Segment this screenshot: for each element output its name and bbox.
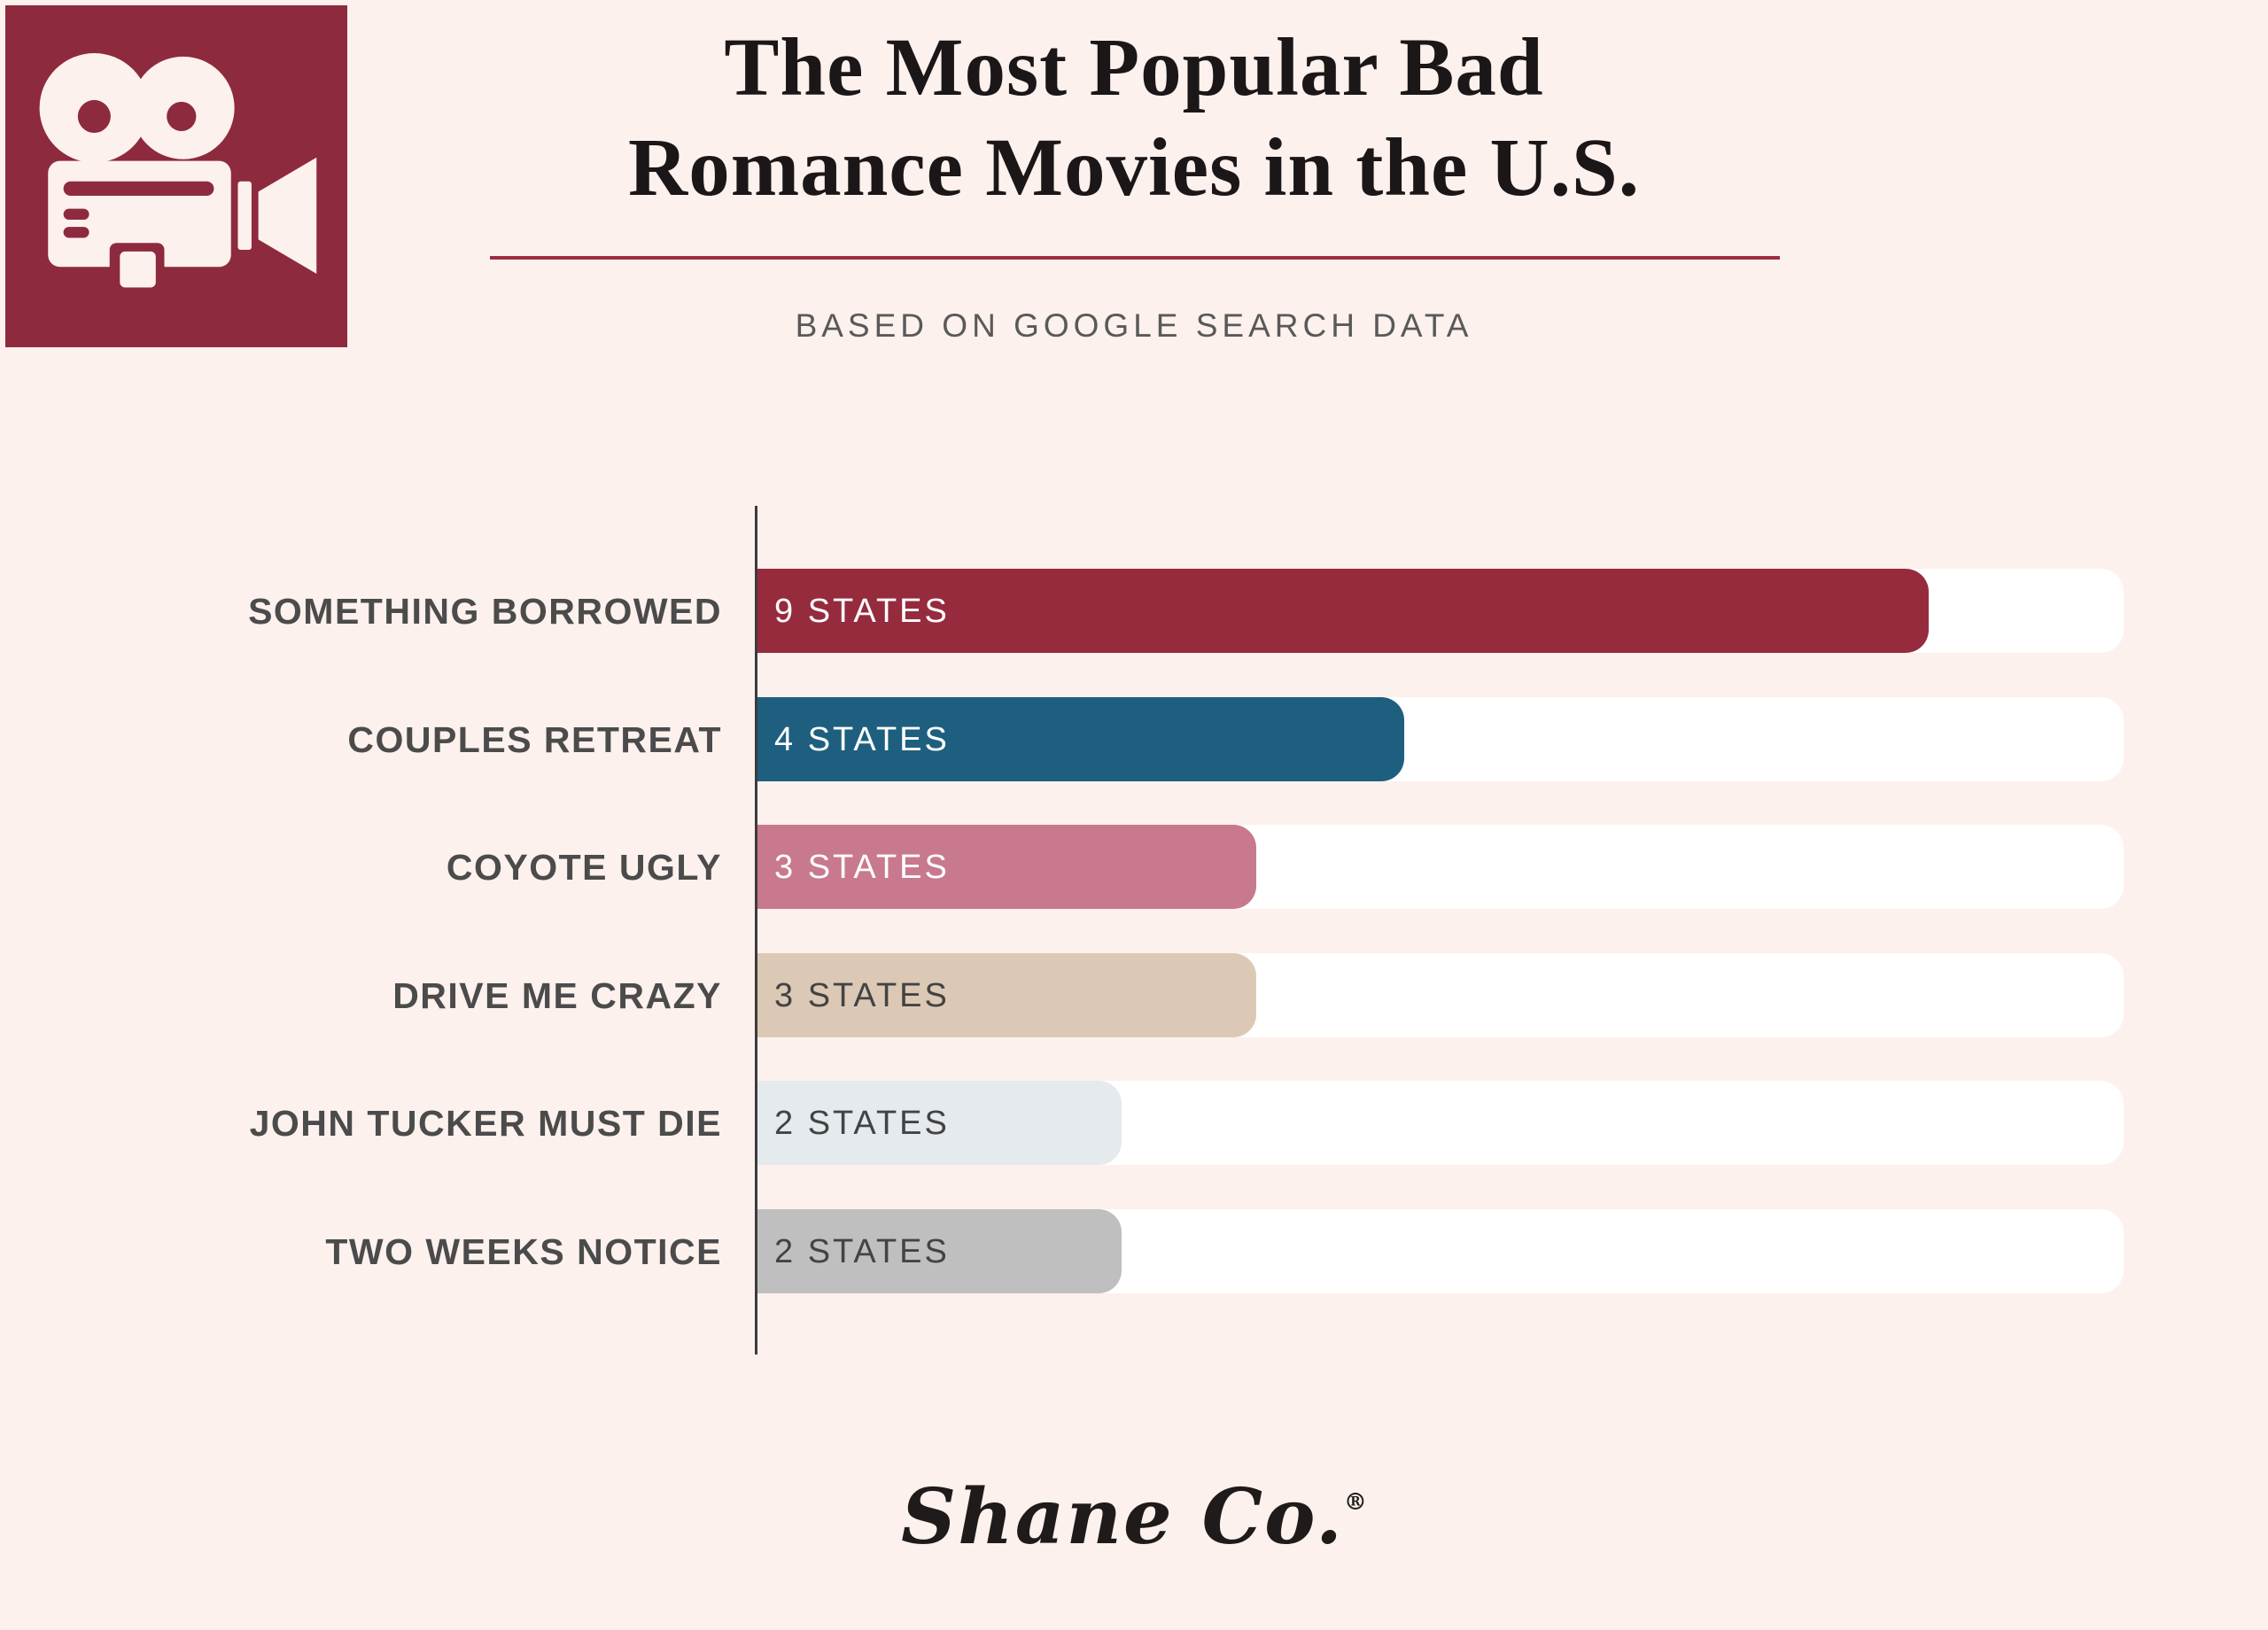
bar-value-label: 4 STATES: [774, 721, 950, 758]
page-title: The Most Popular Bad Romance Movies in t…: [0, 18, 2268, 219]
bar-value-label: 9 STATES: [774, 593, 950, 630]
bar: 3 STATES: [757, 953, 1256, 1037]
title-line-1: The Most Popular Bad: [724, 22, 1544, 113]
bar-category-label: TWO WEEKS NOTICE: [325, 1231, 722, 1272]
bar-row: COUPLES RETREAT 4 STATES: [0, 697, 2268, 781]
bar-category-label: COYOTE UGLY: [446, 847, 722, 888]
movie-camera-icon: [39, 53, 317, 290]
subtitle: BASED ON GOOGLE SEARCH DATA: [795, 307, 1473, 344]
bar: 2 STATES: [757, 1209, 1122, 1293]
bar-category-label: DRIVE ME CRAZY: [392, 975, 722, 1016]
title-line-2: Romance Movies in the U.S.: [628, 122, 1640, 214]
axis-line: [755, 506, 757, 1354]
bar-row: JOHN TUCKER MUST DIE 2 STATES: [0, 1081, 2268, 1165]
bar-category-label: JOHN TUCKER MUST DIE: [249, 1103, 722, 1144]
bar-value-label: 3 STATES: [774, 849, 950, 886]
shane-co-logo: Shane Co.®: [0, 1472, 2268, 1562]
bar-row: TWO WEEKS NOTICE 2 STATES: [0, 1209, 2268, 1293]
bar-value-label: 3 STATES: [774, 977, 950, 1014]
bar: 9 STATES: [757, 569, 1929, 653]
title-divider: [490, 256, 1780, 260]
movie-camera-badge: [5, 5, 347, 347]
bar: 4 STATES: [757, 697, 1404, 781]
registered-trademark-icon: ®: [1343, 1489, 1367, 1516]
bar-row: DRIVE ME CRAZY 3 STATES: [0, 953, 2268, 1037]
bar-value-label: 2 STATES: [774, 1105, 950, 1142]
logo-text: Shane Co.: [901, 1472, 1344, 1562]
bar: 3 STATES: [757, 825, 1256, 909]
bar-row: COYOTE UGLY 3 STATES: [0, 825, 2268, 909]
bar: 2 STATES: [757, 1081, 1122, 1165]
bar-category-label: SOMETHING BORROWED: [248, 591, 722, 632]
bar-value-label: 2 STATES: [774, 1233, 950, 1270]
bar-row: SOMETHING BORROWED 9 STATES: [0, 569, 2268, 653]
bar-category-label: COUPLES RETREAT: [347, 719, 722, 760]
